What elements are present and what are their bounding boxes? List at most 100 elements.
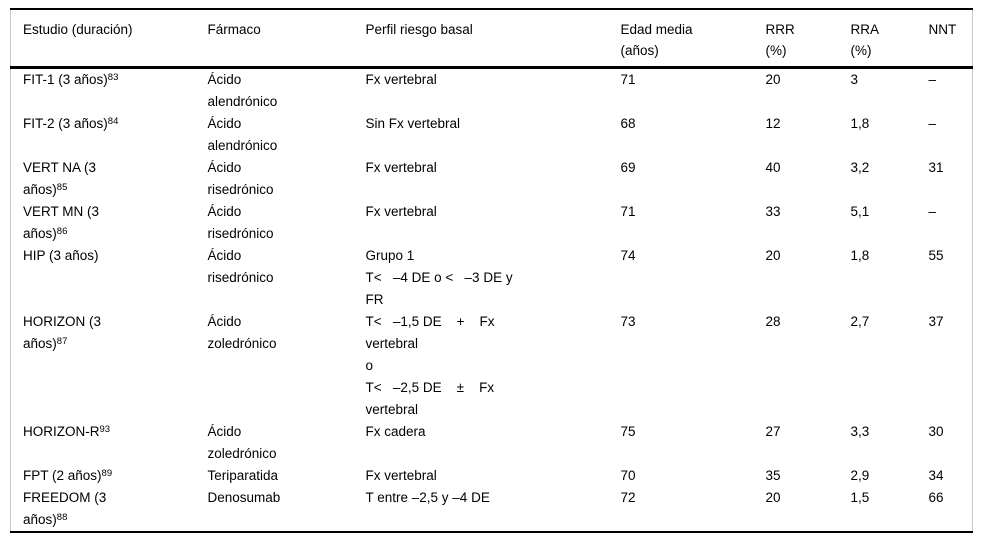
table-cell: 28 [766, 311, 851, 421]
table-cell: 40 [766, 157, 851, 201]
cell-line: Fx vertebral [365, 72, 437, 87]
column-header: Perfil riesgo basal [365, 9, 621, 69]
cell-line: Ácido [207, 314, 242, 329]
cell-line: HORIZON-R93 [23, 423, 111, 439]
table-cell: 3,3 [851, 421, 929, 465]
cell-line: 37 [928, 314, 944, 329]
table-cell: 33 [766, 201, 851, 245]
reference-superscript: 86 [56, 225, 68, 237]
table-cell: 2,9 [851, 465, 929, 487]
cell-line: 2,7 [850, 314, 870, 329]
table-cell: 68 [621, 113, 766, 157]
table-cell: 31 [929, 157, 973, 201]
table-cell: Teriparatida [208, 465, 366, 487]
cell-line: RRR [765, 22, 795, 37]
table-cell: 72 [621, 487, 766, 532]
table-cell: Ácido zoledrónico [208, 421, 366, 465]
cell-line: 33 [765, 204, 781, 219]
table-cell: 12 [766, 113, 851, 157]
cell-line: 72 [620, 490, 636, 505]
table-header-row: Estudio (duración) Fármaco Perfil riesgo b… [10, 9, 973, 69]
table-cell: 27 [766, 421, 851, 465]
cell-line: risedrónico [207, 226, 274, 241]
cell-line: FR [365, 292, 384, 307]
table-cell: Denosumab [208, 487, 366, 532]
osteoporosis-studies-table: Estudio (duración) Fármaco Perfil riesgo b… [10, 8, 973, 533]
table-cell: 74 [621, 245, 766, 311]
column-header: Edad media (años) [620, 9, 766, 69]
table-cell: Ácido zoledrónico [208, 311, 366, 421]
cell-line: 40 [765, 160, 781, 175]
cell-line: 68 [620, 116, 636, 131]
cell-line: Perfil riesgo basal [365, 22, 473, 37]
cell-line: – [928, 204, 937, 219]
cell-line: años)86 [23, 225, 68, 241]
cell-line: (años) [620, 43, 659, 58]
cell-line: Fx vertebral [365, 204, 437, 219]
table-cell: 37 [929, 311, 973, 421]
table-cell: Fx vertebral [366, 465, 621, 487]
reference-superscript: 93 [99, 423, 111, 435]
table-cell: 3,2 [851, 157, 929, 201]
cell-line: T< –1,5 DE + Fx [365, 314, 495, 329]
table-cell: HORIZON-R93 [11, 421, 208, 465]
cell-line: T< –4 DE o < –3 DE y [365, 270, 513, 285]
table-cell: 35 [766, 465, 851, 487]
table-cell: VERT NA (3 años)85 [11, 157, 208, 201]
table-cell: HORIZON (3 años)87 [11, 311, 208, 421]
table-row: VERT NA (3 años)85 Ácido risedrónico Fx vert… [11, 157, 973, 201]
table-cell: 1,8 [851, 113, 929, 157]
cell-line: años)87 [23, 335, 68, 351]
cell-line: 20 [765, 72, 781, 87]
cell-line: 34 [928, 468, 944, 483]
cell-line: – [928, 116, 937, 131]
cell-line: 73 [620, 314, 636, 329]
cell-line: 31 [928, 160, 944, 175]
table-cell: 20 [766, 68, 851, 114]
cell-line: 20 [765, 490, 781, 505]
table-cell: Ácido risedrónico [208, 245, 366, 311]
cell-line: VERT NA (3 [23, 160, 97, 175]
table-cell: Ácido risedrónico [208, 201, 366, 245]
cell-line: RRA [850, 22, 880, 37]
cell-line: 35 [765, 468, 781, 483]
cell-line: Estudio (duración) [23, 22, 133, 37]
cell-line: 55 [928, 248, 944, 263]
reference-superscript: 89 [101, 467, 113, 479]
cell-line: Fx cadera [365, 424, 426, 439]
cell-line: (%) [850, 43, 872, 58]
cell-line: zoledrónico [207, 446, 277, 461]
table-body: FIT-1 (3 años)83 Ácido alendrónico Fx verte… [11, 68, 973, 533]
cell-line: o [365, 358, 374, 373]
reference-superscript: 84 [107, 115, 119, 127]
cell-line: 28 [765, 314, 781, 329]
table-cell: 66 [929, 487, 973, 532]
cell-line: vertebral [365, 336, 419, 351]
table-row: VERT MN (3 años)86 Ácido risedrónico Fx vert… [11, 201, 973, 245]
cell-line: 3,2 [850, 160, 870, 175]
cell-line: alendrónico [207, 138, 278, 153]
table-cell: Ácido alendrónico [208, 68, 366, 114]
table-cell: 30 [929, 421, 973, 465]
table-row: HORIZON-R93 Ácido zoledrónico Fx cadera 75 27… [11, 421, 973, 465]
table-row: HORIZON (3 años)87 Ácido zoledrónico T< –1,5… [11, 311, 973, 421]
cell-line: T< –2,5 DE ± Fx [365, 380, 495, 395]
table-row: FPT (2 años)89 Teriparatida Fx vertebral 70… [11, 465, 973, 487]
column-header: Estudio (duración) [10, 9, 208, 69]
cell-line: Ácido [207, 72, 242, 87]
cell-line: 1,5 [850, 490, 870, 505]
cell-line: Teriparatida [207, 468, 279, 483]
cell-line: VERT MN (3 [23, 204, 100, 219]
table-row: FREEDOM (3 años)88 Denosumab T entre –2,5 y… [11, 487, 973, 532]
cell-line: Fx vertebral [365, 468, 437, 483]
cell-line: Grupo 1 [365, 248, 415, 263]
table-cell: FIT-2 (3 años)84 [11, 113, 208, 157]
cell-line: T entre –2,5 y –4 DE [365, 490, 490, 505]
cell-line: años)85 [23, 181, 68, 197]
table-cell: T< –1,5 DE + Fx vertebral o T< –2,5 DE ± Fx… [366, 311, 621, 421]
cell-line: zoledrónico [207, 336, 277, 351]
cell-line: Ácido [207, 248, 242, 263]
cell-line: 1,8 [850, 116, 870, 131]
cell-line: 5,1 [850, 204, 870, 219]
cell-line: Sin Fx vertebral [365, 116, 461, 131]
